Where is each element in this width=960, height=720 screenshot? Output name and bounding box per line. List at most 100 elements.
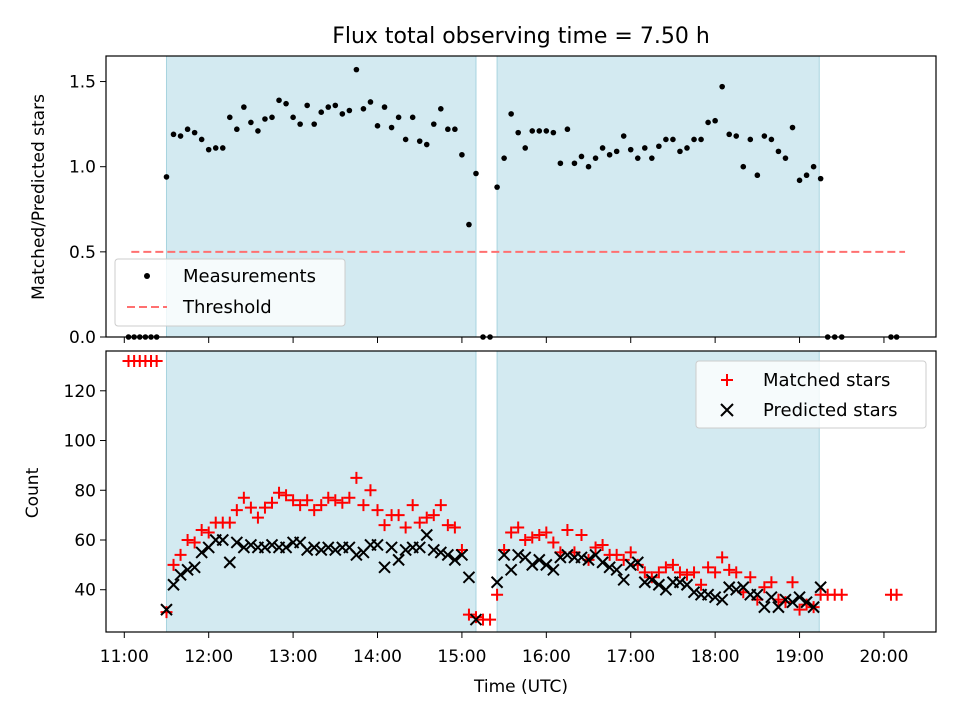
predicted-stars-point: [807, 600, 820, 614]
matched-stars-point: [406, 499, 419, 512]
predicted-stars-point: [392, 553, 405, 567]
legend-matched-marker: [721, 374, 733, 386]
predicted-stars-point: [673, 576, 687, 589]
predicted-stars-point: [624, 558, 637, 572]
measurement-point: [705, 119, 711, 126]
matched-stars-point: [244, 501, 257, 514]
matched-stars-point: [659, 561, 672, 574]
measurement-point: [226, 114, 233, 121]
predicted-stars-point: [244, 538, 258, 552]
measurement-point: [445, 126, 451, 133]
predicted-stars-point: [779, 593, 792, 606]
measurement-point: [641, 145, 648, 151]
predicted-stars-point: [160, 603, 173, 616]
top-y-ticks: 0.0 0.5 1.0 1.5: [69, 73, 106, 348]
measurement-point: [719, 83, 725, 90]
predicted-stars-point: [758, 600, 771, 614]
x-tick-label: 19:00: [775, 647, 824, 667]
bottom-panel: 40 60 80 100 120 11:00 12:00 13:00 14:00 15:00 16…: [23, 350, 937, 697]
measurement-points: [125, 66, 900, 340]
matched-stars-point: [779, 596, 792, 609]
predicted-stars-point: [708, 590, 722, 604]
measurement-point: [733, 133, 740, 139]
predicted-stars-point: [378, 561, 391, 574]
matched-stars-point: [610, 548, 623, 561]
matched-stars-point: [174, 548, 187, 561]
measurement-point: [796, 177, 803, 184]
predicted-stars-point: [596, 556, 609, 569]
predicted-stars-point: [540, 558, 553, 572]
measurement-point: [409, 114, 416, 121]
measurement-point: [311, 121, 318, 127]
measurement-point: [501, 155, 507, 161]
matched-stars-point: [378, 519, 391, 532]
measurement-point: [677, 148, 683, 155]
top-legend-box: [114, 258, 346, 327]
matched-stars-point: [835, 588, 848, 601]
measurement-point: [297, 121, 303, 127]
predicted-stars-point: [223, 556, 237, 569]
predicted-stars-point: [371, 538, 384, 552]
predicted-stars-point: [561, 548, 574, 562]
matched-stars-point: [294, 499, 307, 512]
matched-stars-point: [167, 558, 180, 571]
matched-stars-point: [702, 561, 715, 574]
predicted-stars-point: [350, 548, 363, 562]
measurement-point: [170, 131, 177, 138]
measurement-point: [318, 109, 325, 115]
matched-stars-point: [413, 516, 426, 529]
bottom-y-tick-label: 40: [74, 581, 96, 601]
predicted-stars-point: [174, 568, 187, 582]
measurement-point: [452, 126, 458, 133]
predicted-stars-point: [722, 581, 736, 594]
measurement-point: [592, 155, 599, 161]
matched-stars-point: [350, 471, 363, 484]
matched-stars-point: [786, 576, 799, 589]
bottom-y-tick-label: 120: [64, 382, 96, 402]
measurement-point: [438, 105, 444, 112]
x-tick-label: 16:00: [522, 647, 571, 667]
measurement-point: [740, 163, 747, 170]
matched-stars-point: [434, 499, 447, 512]
top-y-axis-label: Matched/Predicted stars: [29, 94, 49, 300]
matched-stars-point: [688, 566, 701, 579]
count-points: [122, 354, 903, 626]
matched-stars-point: [765, 576, 778, 589]
predicted-stars-point: [751, 588, 764, 601]
predicted-stars-point: [786, 595, 799, 609]
predicted-stars-point: [533, 553, 546, 567]
predicted-stars-point: [448, 553, 462, 567]
predicted-stars-point: [434, 546, 448, 559]
x-tick-label: 17:00: [606, 647, 655, 667]
predicted-stars-point: [300, 543, 314, 557]
measurement-point: [529, 128, 536, 134]
matched-stars-point: [287, 494, 300, 507]
predicted-stars-point: [399, 543, 412, 557]
bottom-legend: Matched stars Predicted stars: [695, 360, 927, 429]
predicted-stars-point: [617, 573, 630, 586]
matched-stars-point: [251, 511, 264, 524]
measurement-point: [782, 155, 789, 161]
top-axes-frame: [105, 55, 937, 338]
matched-stars-point: [258, 501, 271, 514]
measurement-point: [508, 111, 514, 117]
measurement-point: [670, 136, 676, 143]
top-y-tick-label: 0.5: [69, 243, 96, 263]
measurement-point: [691, 136, 697, 143]
predicted-stars-point: [413, 541, 426, 554]
measurement-point: [585, 163, 592, 170]
matched-stars-point: [448, 521, 461, 534]
predicted-stars-point: [603, 561, 616, 574]
matched-stars-point: [150, 354, 163, 367]
measurement-point: [473, 170, 479, 177]
matched-stars-point: [716, 551, 729, 564]
measurement-point: [698, 136, 704, 143]
predicted-stars-point: [188, 561, 201, 574]
matched-stars-point: [645, 571, 658, 584]
x-tick-label: 15:00: [437, 647, 486, 667]
measurement-point: [234, 126, 240, 133]
bottom-y-ticks: 40 60 80 100 120: [64, 382, 106, 601]
bottom-y-tick-label: 80: [74, 481, 96, 501]
matched-stars-point: [223, 516, 236, 529]
matched-stars-point: [329, 494, 342, 507]
